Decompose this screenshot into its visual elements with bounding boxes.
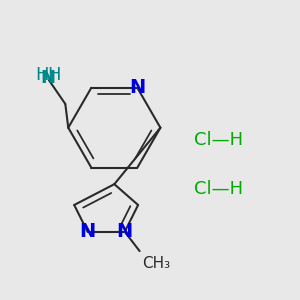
Text: Cl—H: Cl—H [194, 180, 243, 198]
Text: N: N [129, 78, 146, 97]
Text: CH₃: CH₃ [142, 256, 171, 272]
Text: N: N [40, 69, 55, 87]
Text: Cl—H: Cl—H [194, 130, 243, 148]
Text: H: H [35, 66, 48, 84]
Text: N: N [117, 222, 133, 241]
Text: H: H [47, 66, 61, 84]
Text: N: N [80, 222, 96, 241]
